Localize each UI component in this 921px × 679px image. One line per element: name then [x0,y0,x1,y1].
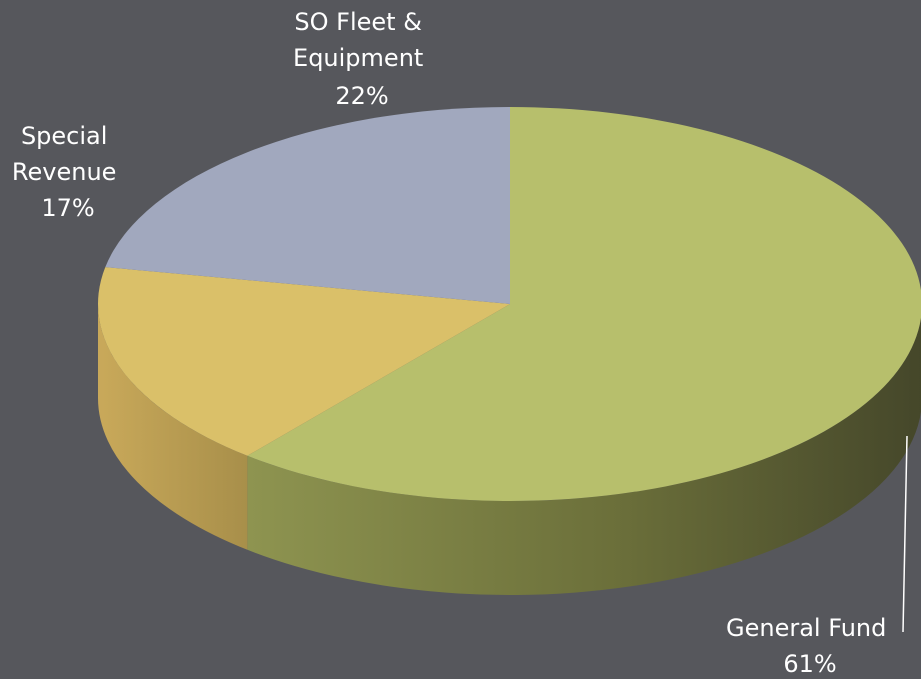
pie-labels: General Fund 61% Special Revenue 17% SO … [12,8,908,678]
slice-label-special-revenue-line2: Revenue [12,158,117,186]
slice-label-so-fleet-equipment-percent: 22% [335,82,388,110]
pie-sides [98,304,921,595]
slice-label-special-revenue: Special Revenue 17% [12,122,124,222]
pie-slice-general-fund [247,107,921,501]
pie-side-general-fund [247,317,921,595]
pie-side-special-revenue [98,304,248,550]
slice-label-general-fund: General Fund 61% [726,614,894,678]
slice-label-so-fleet-equipment-line2: Equipment [293,44,423,72]
slice-label-general-fund-name: General Fund [726,614,886,642]
pie-slice-special-revenue [98,267,511,456]
pie-slice-so-fleet-equipment [105,107,510,304]
slice-label-general-fund-percent: 61% [783,650,836,678]
slice-label-so-fleet-equipment: SO Fleet & Equipment 22% [293,8,431,110]
slice-label-special-revenue-percent: 17% [41,194,94,222]
leader-line-general-fund [902,435,908,633]
pie-tops [98,107,921,501]
slice-label-so-fleet-equipment-line1: SO Fleet & [294,8,422,36]
slice-label-special-revenue-line1: Special [21,122,107,150]
